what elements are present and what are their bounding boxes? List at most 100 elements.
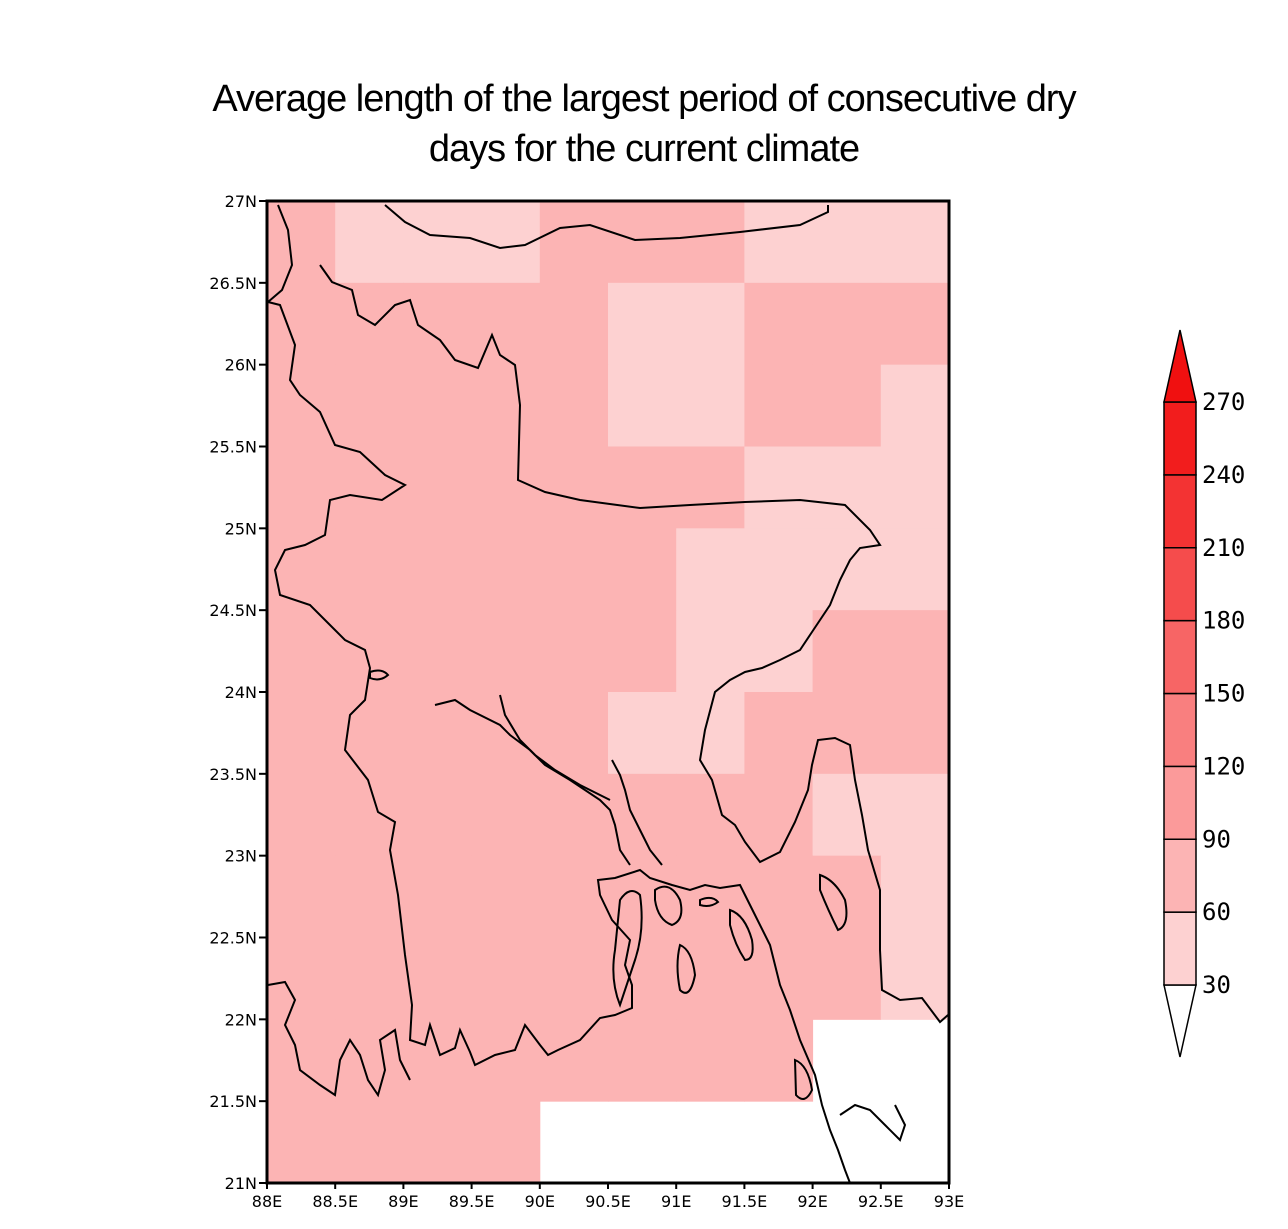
grid-cell xyxy=(676,1019,745,1102)
grid-cell xyxy=(403,610,473,693)
grid-cell xyxy=(539,855,609,938)
colorbar-swatch xyxy=(1163,474,1197,549)
colorbar-upper-arrow xyxy=(1163,329,1197,403)
colorbar-swatch xyxy=(1163,401,1197,476)
grid-cell xyxy=(539,937,609,1020)
grid-cell xyxy=(335,282,404,366)
colorbar-lower-arrow xyxy=(1163,984,1197,1058)
y-tick-label: 23N xyxy=(225,847,257,866)
y-tick-label: 21N xyxy=(225,1174,257,1193)
grid-cell xyxy=(539,282,609,366)
y-tick-label: 25.5N xyxy=(209,438,257,457)
grid-cell xyxy=(471,937,541,1020)
grid-cell xyxy=(335,1101,404,1184)
grid-cells xyxy=(267,201,950,1184)
colorbar-label: 180 xyxy=(1202,607,1245,635)
grid-cell xyxy=(608,364,677,447)
grid-cell xyxy=(608,282,677,366)
grid-cell xyxy=(403,1101,473,1184)
grid-cell xyxy=(812,937,882,1020)
grid-cell xyxy=(676,201,745,284)
grid-cell xyxy=(744,201,814,284)
grid-cell xyxy=(880,528,950,611)
grid-cell xyxy=(539,773,609,857)
grid-cell xyxy=(744,773,814,857)
y-tick-label: 24.5N xyxy=(209,601,257,620)
grid-cell xyxy=(812,773,882,857)
grid-cell xyxy=(539,1019,609,1102)
grid-cell xyxy=(744,1019,814,1102)
grid-cell xyxy=(471,1101,541,1184)
grid-cell xyxy=(471,692,541,775)
x-tick-label: 91E xyxy=(661,1192,691,1211)
grid-cell xyxy=(608,446,677,529)
x-tick-label: 90.5E xyxy=(585,1192,631,1211)
grid-cell xyxy=(608,1019,677,1102)
grid-cell xyxy=(744,692,814,775)
grid-cell xyxy=(267,282,336,366)
colorbar-swatch xyxy=(1163,765,1197,840)
grid-cell xyxy=(403,773,473,857)
colorbar-swatch xyxy=(1163,692,1197,768)
grid-cell xyxy=(812,446,882,529)
colorbar-swatch xyxy=(1163,911,1197,986)
grid-cell xyxy=(812,282,882,366)
x-tick-label: 88E xyxy=(252,1192,282,1211)
x-tick-label: 92.5E xyxy=(858,1192,904,1211)
grid-cell xyxy=(608,610,677,693)
colorbar-label: 210 xyxy=(1202,534,1245,562)
colorbar-swatch xyxy=(1163,838,1197,913)
colorbar-legend: 30 60 90 120 150 180 210 240 270 xyxy=(1163,329,1245,1058)
grid-cell xyxy=(403,201,473,284)
grid-cell xyxy=(880,610,950,693)
grid-cell xyxy=(608,692,677,775)
grid-cell xyxy=(608,528,677,611)
grid-cell xyxy=(403,528,473,611)
grid-cell xyxy=(608,937,677,1020)
colorbar-label: 150 xyxy=(1202,680,1245,708)
grid-cell xyxy=(880,201,950,284)
grid-cell xyxy=(539,692,609,775)
grid-cell xyxy=(812,364,882,447)
grid-cell xyxy=(676,446,745,529)
grid-cell xyxy=(676,364,745,447)
grid-cell xyxy=(539,446,609,529)
y-axis: 21N 21.5N 22N 22.5N 23N 23.5N 24N 24.5N 25N 25.5N… xyxy=(209,192,267,1193)
grid-cell xyxy=(744,446,814,529)
grid-cell xyxy=(880,773,950,857)
x-tick-label: 93E xyxy=(934,1192,964,1211)
grid-cell xyxy=(471,446,541,529)
colorbar-label: 90 xyxy=(1202,825,1231,853)
grid-cell xyxy=(335,446,404,529)
grid-cell xyxy=(676,855,745,938)
grid-cell xyxy=(403,855,473,938)
grid-cell xyxy=(880,364,950,447)
grid-cell xyxy=(471,610,541,693)
grid-cell xyxy=(812,692,882,775)
grid-cell xyxy=(471,364,541,447)
grid-cell xyxy=(335,937,404,1020)
y-tick-label: 26.5N xyxy=(209,274,257,293)
y-tick-label: 27N xyxy=(225,192,257,211)
grid-cell xyxy=(335,610,404,693)
x-tick-label: 92E xyxy=(797,1192,827,1211)
grid-cell xyxy=(608,201,677,284)
grid-cell xyxy=(335,692,404,775)
grid-cell xyxy=(471,528,541,611)
x-tick-label: 90E xyxy=(525,1192,555,1211)
colorbar-label: 30 xyxy=(1202,971,1231,999)
grid-cell xyxy=(267,692,336,775)
colorbar-label: 120 xyxy=(1202,752,1245,780)
colorbar-label: 60 xyxy=(1202,898,1231,926)
grid-cell xyxy=(880,855,950,938)
country-border-outline xyxy=(267,204,949,1184)
grid-cell xyxy=(335,201,404,284)
grid-cell xyxy=(539,364,609,447)
grid-cell xyxy=(812,610,882,693)
grid-cell xyxy=(267,446,336,529)
grid-cell xyxy=(676,692,745,775)
grid-cell xyxy=(676,610,745,693)
grid-cell xyxy=(744,610,814,693)
grid-cell xyxy=(267,1101,336,1184)
